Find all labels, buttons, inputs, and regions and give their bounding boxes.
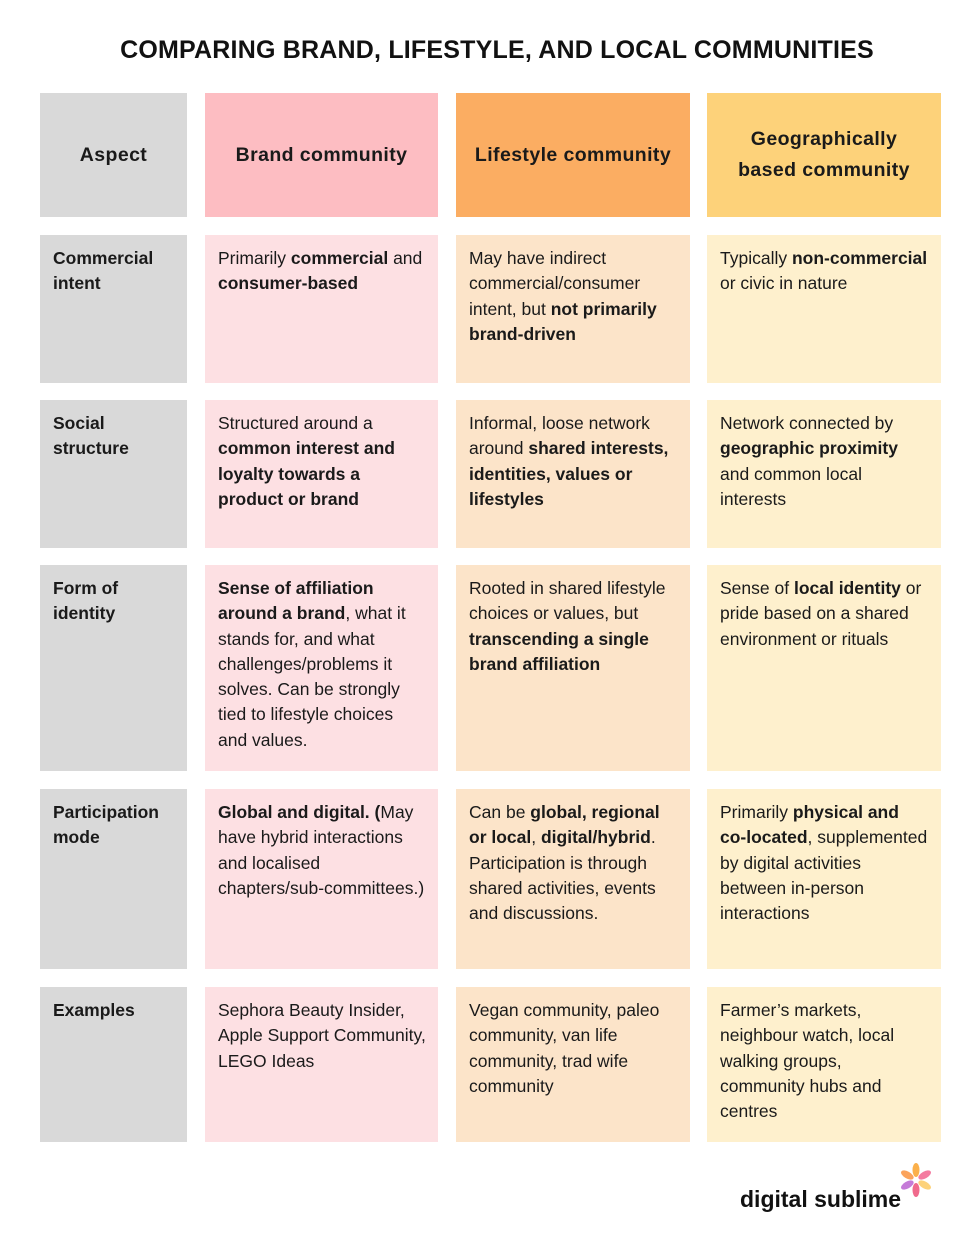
table-cell: Typically non-commercial or civic in nat… xyxy=(707,235,941,383)
cell-text: common interest and loyalty towards a pr… xyxy=(218,438,395,509)
cell-text: and common local interests xyxy=(720,463,863,509)
header-text: Brand community xyxy=(235,143,408,166)
table-cell: Informal, loose network around shared in… xyxy=(456,400,690,548)
row-label-cell: Form of identity xyxy=(40,565,187,771)
cell-text: Network connected by xyxy=(720,413,894,433)
logo-icon xyxy=(901,1163,931,1197)
table-cell: May have indirect commercial/consumer in… xyxy=(456,235,690,383)
table-cell: Rooted in shared lifestyle choices or va… xyxy=(456,565,690,771)
cell-text: Typically xyxy=(720,248,792,268)
table-cell: Primarily physical and co-located, suppl… xyxy=(707,789,941,969)
row-label-cell: Participation mode xyxy=(40,789,187,969)
cell-text: or civic in nature xyxy=(720,273,848,294)
cell-text: , xyxy=(531,827,541,848)
cell-text: not primarily brand-driven xyxy=(469,298,657,344)
cell-text: Can be xyxy=(469,802,531,822)
table-cell: Sephora Beauty Insider, Apple Support Co… xyxy=(205,987,438,1142)
header-cell: Aspect xyxy=(40,93,187,217)
table-cell: Structured around a common interest and … xyxy=(205,400,438,548)
cell-text: non-commercial xyxy=(791,248,928,268)
header-text: Lifestyle community xyxy=(474,143,672,166)
row-label-cell: Examples xyxy=(40,987,187,1142)
table-cell: Network connected by geographic proximit… xyxy=(707,400,941,548)
cell-text: Sense of affiliation around a brand xyxy=(218,578,374,624)
cell-text: global, regional or local xyxy=(469,802,660,848)
cell-text: Farmer’s markets, neighbour watch, local… xyxy=(720,1000,895,1122)
cell-text: digital/hybrid xyxy=(540,827,651,848)
table-cell: Sense of local identity or pride based o… xyxy=(707,565,941,771)
cell-text: Rooted in shared lifestyle choices or va… xyxy=(469,578,666,624)
cell-text: Primarily xyxy=(720,802,793,822)
cell-text: May have hybrid interactions and localis… xyxy=(218,802,425,898)
table-cell: Global and digital. (May have hybrid int… xyxy=(205,789,438,969)
cell-text: Form of identity xyxy=(53,578,119,624)
cell-text: shared interests, identities, values or … xyxy=(469,438,669,509)
cell-text: , what it stands for, and what challenge… xyxy=(218,603,406,750)
table-cell: Vegan community, paleo community, van li… xyxy=(456,987,690,1142)
cell-text: Vegan community, paleo community, van li… xyxy=(469,1000,660,1096)
cell-text: Structured around a xyxy=(218,413,373,433)
cell-text: or pride based on a shared environment o… xyxy=(720,578,922,649)
cell-text: physical and co-located xyxy=(720,802,899,848)
cell-text: commercial xyxy=(290,248,389,268)
cell-text: Participation mode xyxy=(53,802,159,848)
cell-text: Examples xyxy=(53,1000,135,1020)
cell-text: local identity xyxy=(793,578,901,598)
cell-text: Informal, loose network around xyxy=(469,413,650,459)
cell-text: Social structure xyxy=(53,413,129,459)
row-label-cell: Social structure xyxy=(40,400,187,548)
header-cell: Lifestyle community xyxy=(456,93,690,217)
cell-text: Sense of xyxy=(720,578,794,598)
table-cell: Sense of affiliation around a brand, wha… xyxy=(205,565,438,771)
header-cell: Geographically based community xyxy=(707,93,941,217)
cell-text: Sephora Beauty Insider, Apple Support Co… xyxy=(218,1000,426,1071)
table-cell: Farmer’s markets, neighbour watch, local… xyxy=(707,987,941,1142)
table-cell: Primarily commercial and consumer-based xyxy=(205,235,438,383)
cell-text: and xyxy=(388,248,423,268)
cell-text: , supplemented by digital activities bet… xyxy=(720,827,928,924)
table-cell: Can be global, regional or local, digita… xyxy=(456,789,690,969)
cell-text: Primarily xyxy=(218,248,291,268)
header-text: Aspect xyxy=(79,143,148,166)
title: COMPARING BRAND, LIFESTYLE, AND LOCAL CO… xyxy=(120,36,874,64)
cell-text: Commercial intent xyxy=(53,248,154,294)
brand-logo: digital sublime xyxy=(740,1186,902,1212)
cell-text: May have indirect commercial/consumer in… xyxy=(469,248,641,319)
row-label-cell: Commercial intent xyxy=(40,235,187,383)
header-text: Geographically based community xyxy=(738,128,910,181)
cell-text: consumer-based xyxy=(218,273,359,294)
cell-text: transcending a single brand affiliation xyxy=(469,628,649,674)
header-cell: Brand community xyxy=(205,93,438,217)
cell-text: . Participation is through shared activi… xyxy=(469,827,656,924)
cell-text: geographic proximity xyxy=(720,438,898,459)
cell-text: Global and digital. ( xyxy=(218,802,381,822)
